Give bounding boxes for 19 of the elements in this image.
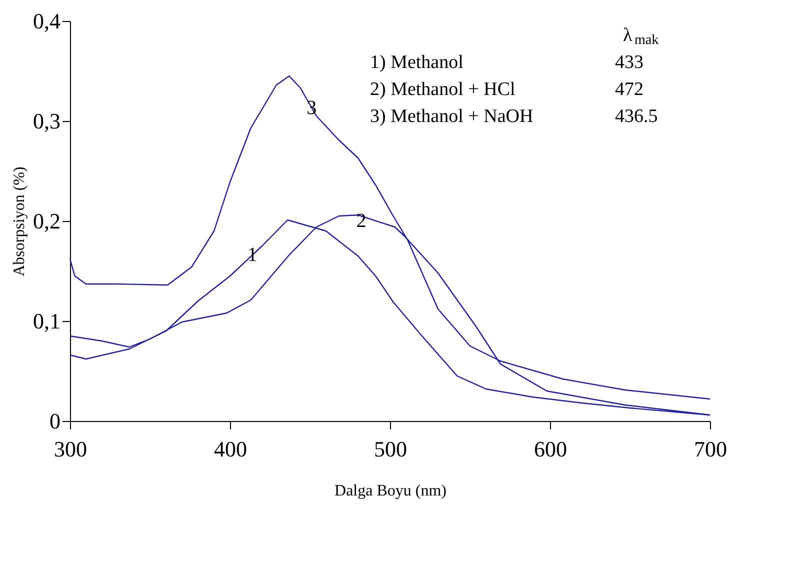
x-tick-label: 600 [534,436,567,462]
x-tick-label: 500 [374,436,407,462]
y-axis-title: Absorpsiyon (%) [11,166,28,276]
y-tick-label: 0,4 [33,8,60,34]
annotation: 436.5 [615,106,658,127]
x-tick-label: 700 [694,436,727,462]
annotation: 1) Methanol [370,52,464,73]
annotation: 2) Methanol + HCl [370,79,516,100]
x-axis-title: Dalga Boyu (nm) [334,482,446,500]
y-tick-label: 0,3 [33,108,60,134]
y-tick-label: 0,1 [33,308,60,334]
y-tick-label: 0,2 [33,208,60,234]
x-tick-label: 400 [214,436,247,462]
annotation: 433 [615,52,644,73]
annotation: 472 [615,79,644,100]
y-tick-label: 0 [50,408,60,434]
x-tick-label: 300 [54,436,87,462]
annotation: 3) Methanol + NaOH [370,106,534,127]
annotation: 2 [356,210,366,232]
